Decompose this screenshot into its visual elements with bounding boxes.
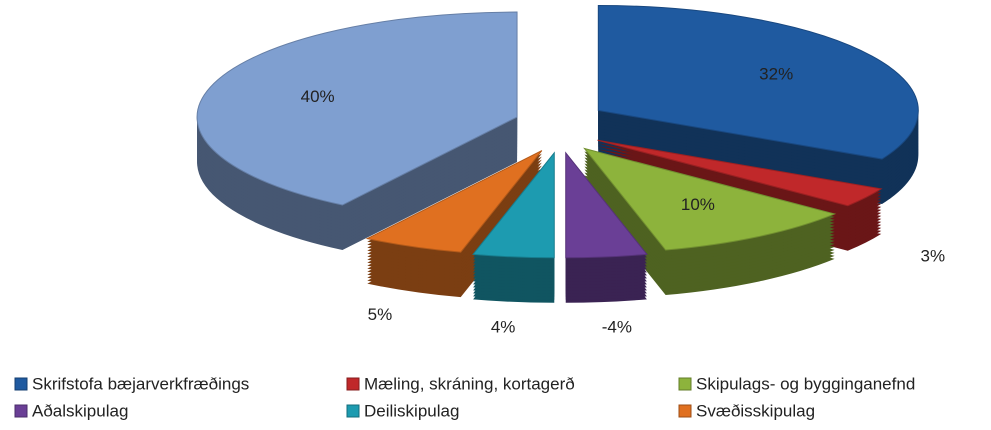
data-label: 10% xyxy=(681,195,715,214)
slice xyxy=(565,151,648,259)
legend-swatch xyxy=(678,404,692,418)
legend-swatch xyxy=(346,404,360,418)
data-label: 32% xyxy=(759,65,793,84)
legend-swatch xyxy=(346,377,360,391)
legend-label: Skipulags- og bygginganefnd xyxy=(696,374,915,393)
legend-label: Aðalskipulag xyxy=(32,401,128,420)
legend-swatch xyxy=(14,377,28,391)
data-label: -4% xyxy=(602,317,632,336)
slice xyxy=(196,11,518,206)
data-label: 4% xyxy=(491,317,516,336)
legend-swatch xyxy=(678,377,692,391)
legend-swatch xyxy=(14,404,28,418)
data-label: 5% xyxy=(368,305,393,324)
slice xyxy=(597,139,883,207)
legend-label: Svæðisskipulag xyxy=(696,401,815,420)
slice xyxy=(583,147,837,251)
legend-label: Deiliskipulag xyxy=(364,401,459,420)
data-label: 3% xyxy=(920,246,945,265)
slice xyxy=(472,151,555,259)
slice xyxy=(365,150,543,253)
legend-label: Mæling, skráning, kortagerð xyxy=(364,374,575,393)
slice xyxy=(597,4,919,160)
legend-label: Skrifstofa bæjarverkfræðings xyxy=(32,374,249,393)
data-label: 40% xyxy=(301,87,335,106)
